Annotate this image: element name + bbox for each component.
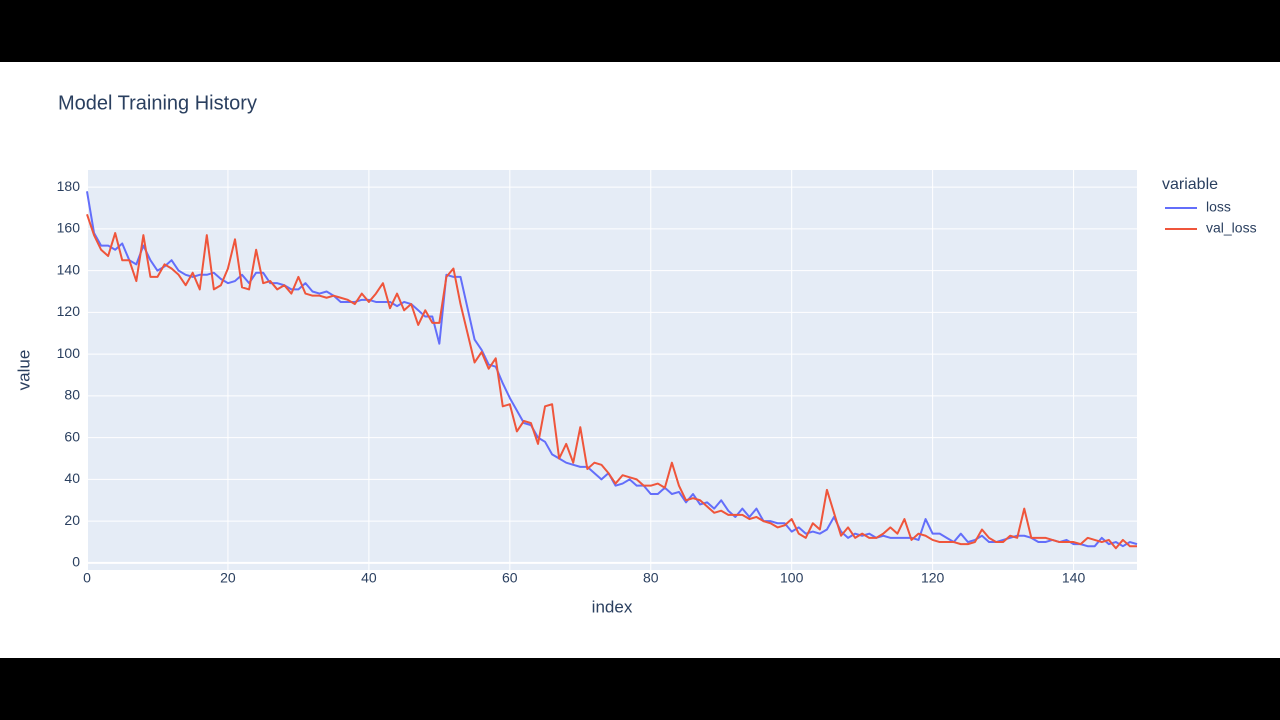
y-tick-label: 40 bbox=[64, 470, 80, 486]
y-axis-title: value bbox=[14, 350, 33, 391]
x-tick-label: 140 bbox=[1062, 570, 1086, 586]
x-axis-title: index bbox=[592, 597, 633, 616]
x-tick-label: 120 bbox=[921, 570, 945, 586]
y-tick-label: 120 bbox=[57, 303, 81, 319]
legend-label: val_loss bbox=[1206, 220, 1257, 236]
x-tick-label: 0 bbox=[83, 570, 91, 586]
y-tick-label: 180 bbox=[57, 178, 81, 194]
legend-title: variable bbox=[1162, 176, 1218, 193]
chart-title: Model Training History bbox=[58, 92, 257, 114]
y-tick-label: 160 bbox=[57, 220, 81, 236]
y-tick-label: 100 bbox=[57, 345, 81, 361]
x-tick-label: 80 bbox=[643, 570, 659, 586]
series-line bbox=[86, 213, 1137, 550]
y-tick-label: 80 bbox=[64, 387, 80, 403]
legend-label: loss bbox=[1206, 199, 1231, 215]
y-tick-label: 0 bbox=[72, 554, 80, 570]
x-tick-label: 20 bbox=[220, 570, 236, 586]
x-tick-label: 100 bbox=[780, 570, 804, 586]
plot-background bbox=[87, 170, 1137, 570]
y-tick-label: 60 bbox=[64, 428, 80, 444]
y-tick-label: 20 bbox=[64, 512, 80, 528]
x-tick-label: 40 bbox=[361, 570, 377, 586]
y-tick-label: 140 bbox=[57, 261, 81, 277]
x-tick-label: 60 bbox=[502, 570, 518, 586]
